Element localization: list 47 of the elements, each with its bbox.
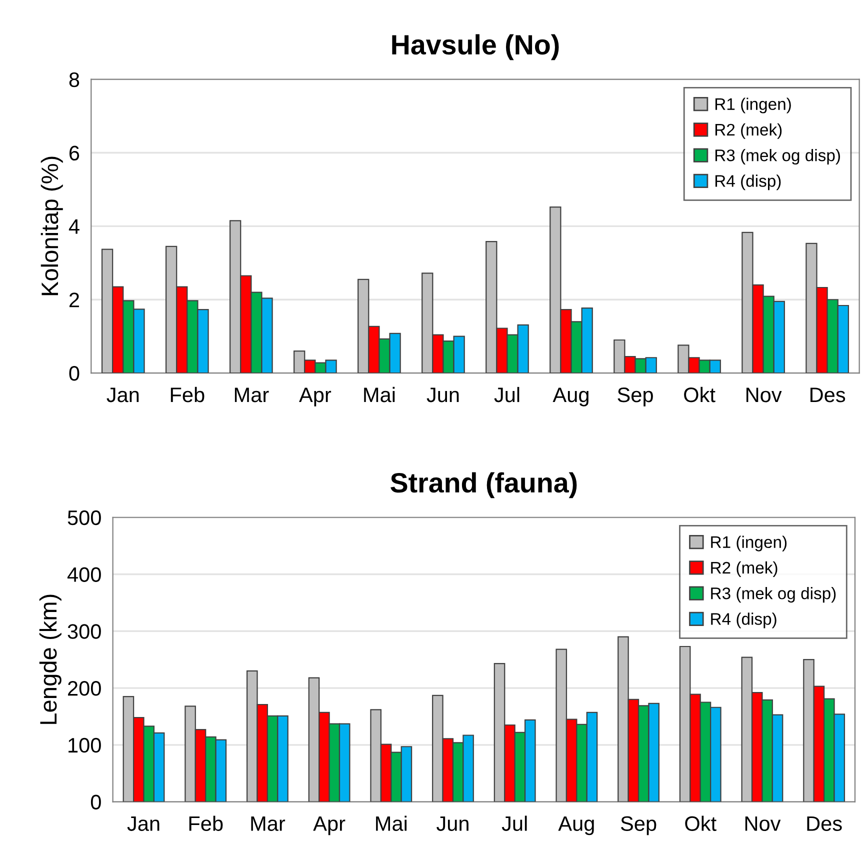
y-tick-label: 400 bbox=[67, 567, 101, 582]
chart-title: Havsule (No) bbox=[392, 34, 559, 60]
x-tick-label: Nov bbox=[746, 388, 782, 402]
x-tick-label: Jun bbox=[426, 388, 459, 402]
y-tick-label: 4 bbox=[68, 219, 80, 234]
x-tick-label: Aug bbox=[552, 388, 588, 406]
x-tick-label: Okt bbox=[685, 816, 716, 831]
legend-label: R2 (mek) bbox=[711, 561, 778, 577]
y-tick-label: 6 bbox=[70, 146, 80, 161]
x-tick-label: Jun bbox=[436, 816, 468, 831]
x-tick-label: Apr bbox=[299, 388, 332, 406]
x-tick-label: Jan bbox=[127, 816, 160, 831]
y-tick-label: 200 bbox=[68, 681, 101, 696]
legend-label: R3 (mek og disp) bbox=[715, 149, 840, 165]
x-tick-label: Nov bbox=[745, 816, 781, 831]
y-tick-label: 500 bbox=[68, 510, 101, 526]
y-tick-label: 2 bbox=[69, 292, 79, 308]
x-tick-label: Feb bbox=[170, 386, 204, 402]
x-tick-label: Jul bbox=[494, 386, 520, 402]
x-tick-label: Mar bbox=[234, 388, 269, 402]
x-tick-label: Mai bbox=[364, 386, 395, 402]
x-tick-label: Apr bbox=[313, 816, 346, 836]
legend-label: R1 (ingen) bbox=[715, 98, 791, 114]
x-tick-label: Jul bbox=[502, 816, 527, 831]
legend-label: R3 (mek og disp) bbox=[711, 587, 836, 603]
y-axis-title: Lengde (km) bbox=[39, 594, 62, 724]
y-axis-title: Kolonitap (%) bbox=[40, 156, 63, 296]
y-tick-label: 100 bbox=[68, 738, 101, 753]
x-tick-label: Mai bbox=[376, 816, 407, 831]
y-tick-label: 8 bbox=[69, 72, 80, 88]
y-tick-label: 300 bbox=[68, 624, 101, 639]
y-tick-label: 0 bbox=[69, 366, 80, 381]
legend-label: R1 (ingen) bbox=[711, 536, 787, 552]
x-tick-label: Aug bbox=[558, 816, 594, 836]
x-tick-label: Mar bbox=[251, 816, 286, 831]
x-tick-label: Sep bbox=[618, 387, 653, 406]
legend-label: R2 (mek) bbox=[715, 123, 782, 139]
y-tick-label: 0 bbox=[90, 794, 101, 810]
x-tick-label: Des bbox=[807, 816, 842, 831]
legend-label: R4 (disp) bbox=[715, 174, 781, 190]
x-tick-label: Okt bbox=[684, 386, 716, 402]
x-tick-label: Des bbox=[810, 388, 846, 402]
x-tick-label: Feb bbox=[189, 816, 223, 831]
legend-label: R4 (disp) bbox=[711, 612, 776, 628]
x-tick-label: Sep bbox=[620, 816, 656, 836]
x-tick-label: Jan bbox=[106, 388, 139, 402]
chart-title: Strand (fauna) bbox=[390, 472, 577, 498]
